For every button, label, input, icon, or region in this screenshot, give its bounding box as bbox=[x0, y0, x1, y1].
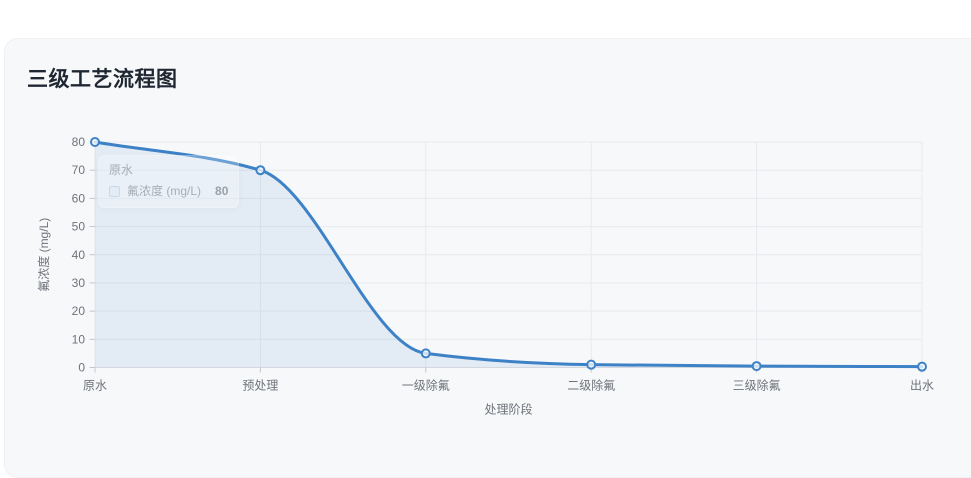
x-tick-label: 预处理 bbox=[242, 379, 278, 393]
x-tick-label: 原水 bbox=[83, 379, 107, 393]
chart-card: 三级工艺流程图 bbox=[4, 38, 971, 478]
x-tick-label: 二级除氟 bbox=[567, 378, 615, 393]
data-point[interactable] bbox=[917, 361, 927, 372]
x-tick-label: 出水 bbox=[910, 379, 934, 393]
y-tick-label: 60 bbox=[72, 191, 86, 205]
series-marker-icon bbox=[109, 186, 120, 198]
data-point[interactable] bbox=[255, 165, 266, 176]
y-tick-label: 20 bbox=[72, 304, 86, 318]
series-area-fill bbox=[95, 142, 922, 368]
tooltip-title: 原水 bbox=[109, 163, 134, 177]
y-tick-label: 0 bbox=[78, 361, 85, 375]
page-title: 三级工艺流程图 bbox=[27, 68, 178, 91]
y-tick-label: 80 bbox=[72, 135, 86, 149]
data-point[interactable] bbox=[420, 348, 431, 359]
y-axis-title: 氟浓度 (mg/L) bbox=[36, 218, 51, 292]
y-tick-label: 10 bbox=[72, 332, 86, 346]
series-line bbox=[93, 140, 924, 369]
y-tick-label: 30 bbox=[72, 276, 86, 290]
data-point[interactable] bbox=[586, 359, 597, 370]
y-tick-label: 70 bbox=[72, 163, 86, 177]
x-tick-label: 一级除氟 bbox=[402, 378, 450, 393]
y-tick-label: 40 bbox=[72, 248, 86, 262]
tooltip-value: 80 bbox=[215, 184, 229, 199]
x-axis-title: 处理阶段 bbox=[484, 402, 532, 417]
tooltip-series-label: 氟浓度 (mg/L) bbox=[127, 184, 202, 199]
y-tick-label: 50 bbox=[72, 220, 86, 234]
data-point[interactable] bbox=[90, 137, 100, 147]
chart-tooltip: 原水 氟浓度 (mg/L) 80 bbox=[98, 155, 240, 208]
x-tick-label: 三级除氟 bbox=[733, 378, 781, 393]
tooltip-row: 氟浓度 (mg/L) 80 bbox=[109, 184, 228, 198]
data-point[interactable] bbox=[751, 361, 762, 372]
